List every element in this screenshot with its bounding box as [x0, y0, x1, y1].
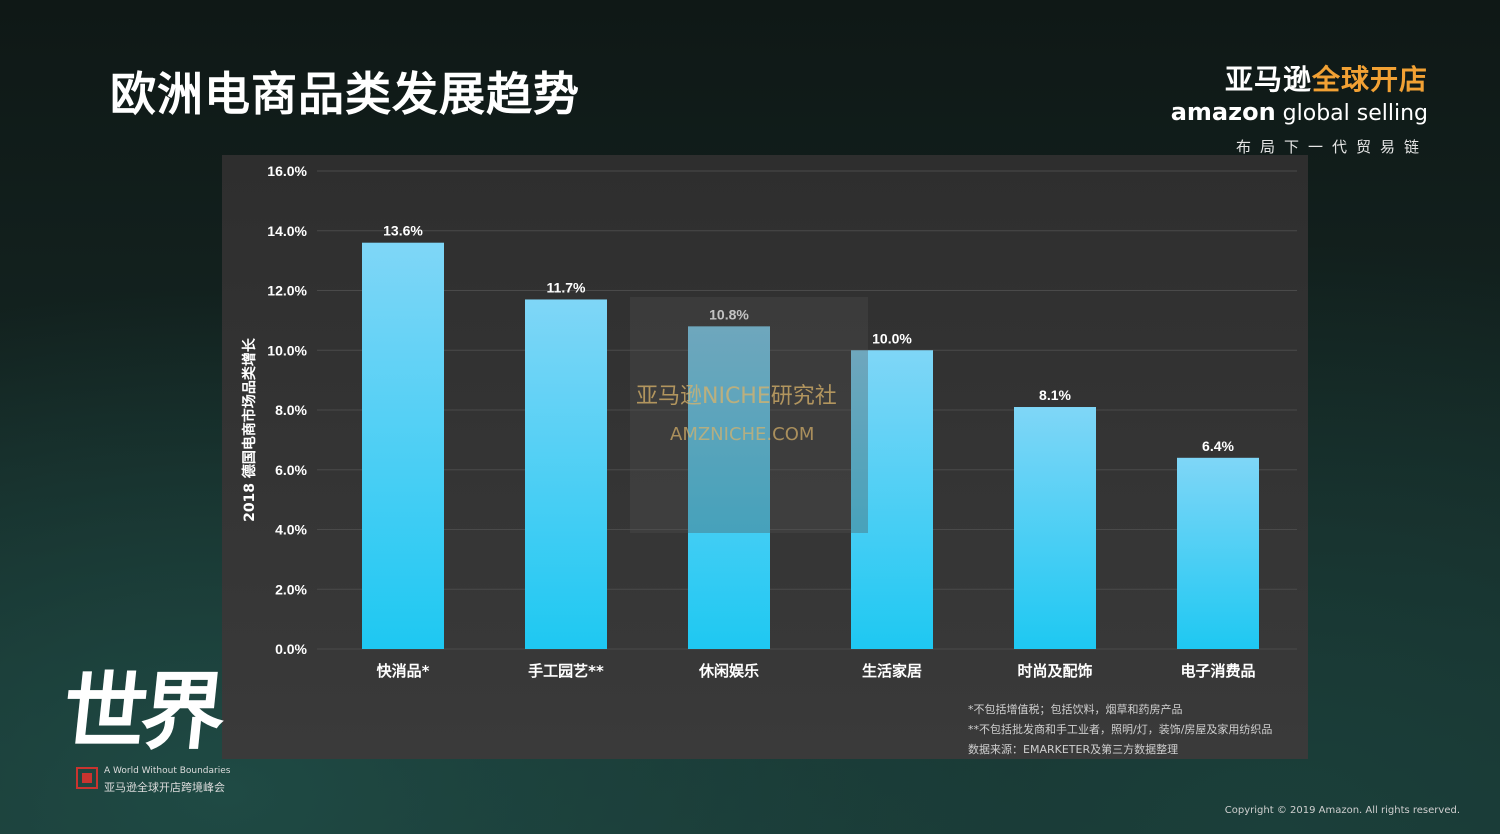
x-tick-label: 快消品*	[377, 662, 430, 680]
chart-panel: 0.0% 2.0% 4.0% 6.0% 8.0% 10.0% 12.0% 14.0% 16.0%…	[222, 155, 1308, 759]
x-tick-label: 休闲娱乐	[698, 662, 759, 680]
brand-en-amazon: amazon	[1170, 98, 1276, 126]
bar	[688, 326, 770, 649]
x-tick-label: 电子消费品	[1180, 662, 1255, 680]
footnote-3: 数据来源：EMARKETER及第三方数据整理	[968, 743, 1179, 756]
bar	[1014, 407, 1096, 649]
bar	[525, 299, 607, 649]
watermark-overlay	[630, 297, 868, 533]
data-label: 6.4%	[1202, 438, 1234, 454]
data-label: 10.8%	[709, 306, 749, 322]
bar	[1177, 457, 1259, 649]
y-tick-label: 14.0%	[267, 223, 307, 239]
watermark-text-url: AMZNICHE.COM	[670, 424, 815, 445]
event-calligraphy-logo: 世界	[58, 662, 225, 761]
footnote-2: **不包括批发商和手工业者，照明/灯，装饰/房屋及家用纺织品	[968, 723, 1273, 736]
copyright: Copyright © 2019 Amazon. All rights rese…	[1224, 805, 1460, 816]
brand-en-global-selling: global selling	[1275, 101, 1428, 126]
y-tick-label: 4.0%	[275, 522, 307, 538]
bar	[362, 242, 444, 649]
brand-cn: 亚马逊全球开店	[1171, 58, 1428, 98]
page-title: 欧洲电商品类发展趋势	[110, 67, 580, 121]
amazon-global-selling-logo: 亚马逊全球开店 amazon global selling 布局下一代贸易链	[1171, 58, 1428, 157]
y-tick-label: 8.0%	[275, 402, 307, 418]
data-label: 10.0%	[872, 330, 912, 346]
y-axis-label: 2018 德国电商市场品类增长	[241, 337, 258, 522]
brand-cn-part1: 亚马逊	[1224, 63, 1312, 96]
y-tick-label: 16.0%	[267, 163, 307, 179]
bar-chart: 0.0% 2.0% 4.0% 6.0% 8.0% 10.0% 12.0% 14.0% 16.0%…	[241, 163, 1297, 680]
y-tick-label: 12.0%	[267, 283, 307, 299]
bar	[851, 350, 933, 649]
brand-tagline: 布局下一代贸易链	[1235, 138, 1428, 156]
data-label: 11.7%	[547, 279, 586, 295]
x-tick-label: 手工园艺**	[528, 662, 604, 680]
y-tick-label: 0.0%	[275, 641, 307, 657]
x-tick-label: 时尚及配饰	[1017, 662, 1092, 680]
data-label: 8.1%	[1039, 387, 1071, 403]
footnote-1: *不包括增值税；包括饮料，烟草和药房产品	[968, 703, 1183, 716]
y-tick-label: 6.0%	[275, 462, 307, 478]
watermark-text-cn: 亚马逊NICHE研究社	[636, 384, 837, 409]
data-label: 13.6%	[383, 223, 423, 239]
event-seal-icon	[76, 767, 98, 789]
x-tick-label: 生活家居	[862, 662, 922, 680]
event-name-cn: 亚马逊全球开店跨境峰会	[104, 781, 225, 794]
y-tick-label: 10.0%	[267, 342, 307, 358]
y-tick-label: 2.0%	[275, 581, 307, 597]
brand-cn-part2: 全球开店	[1311, 63, 1428, 96]
event-name-en: A World Without Boundaries	[104, 766, 231, 776]
brand-en: amazon global selling	[1171, 98, 1428, 126]
footnotes: *不包括增值税；包括饮料，烟草和药房产品 **不包括批发商和手工业者，照明/灯，…	[968, 700, 1272, 760]
